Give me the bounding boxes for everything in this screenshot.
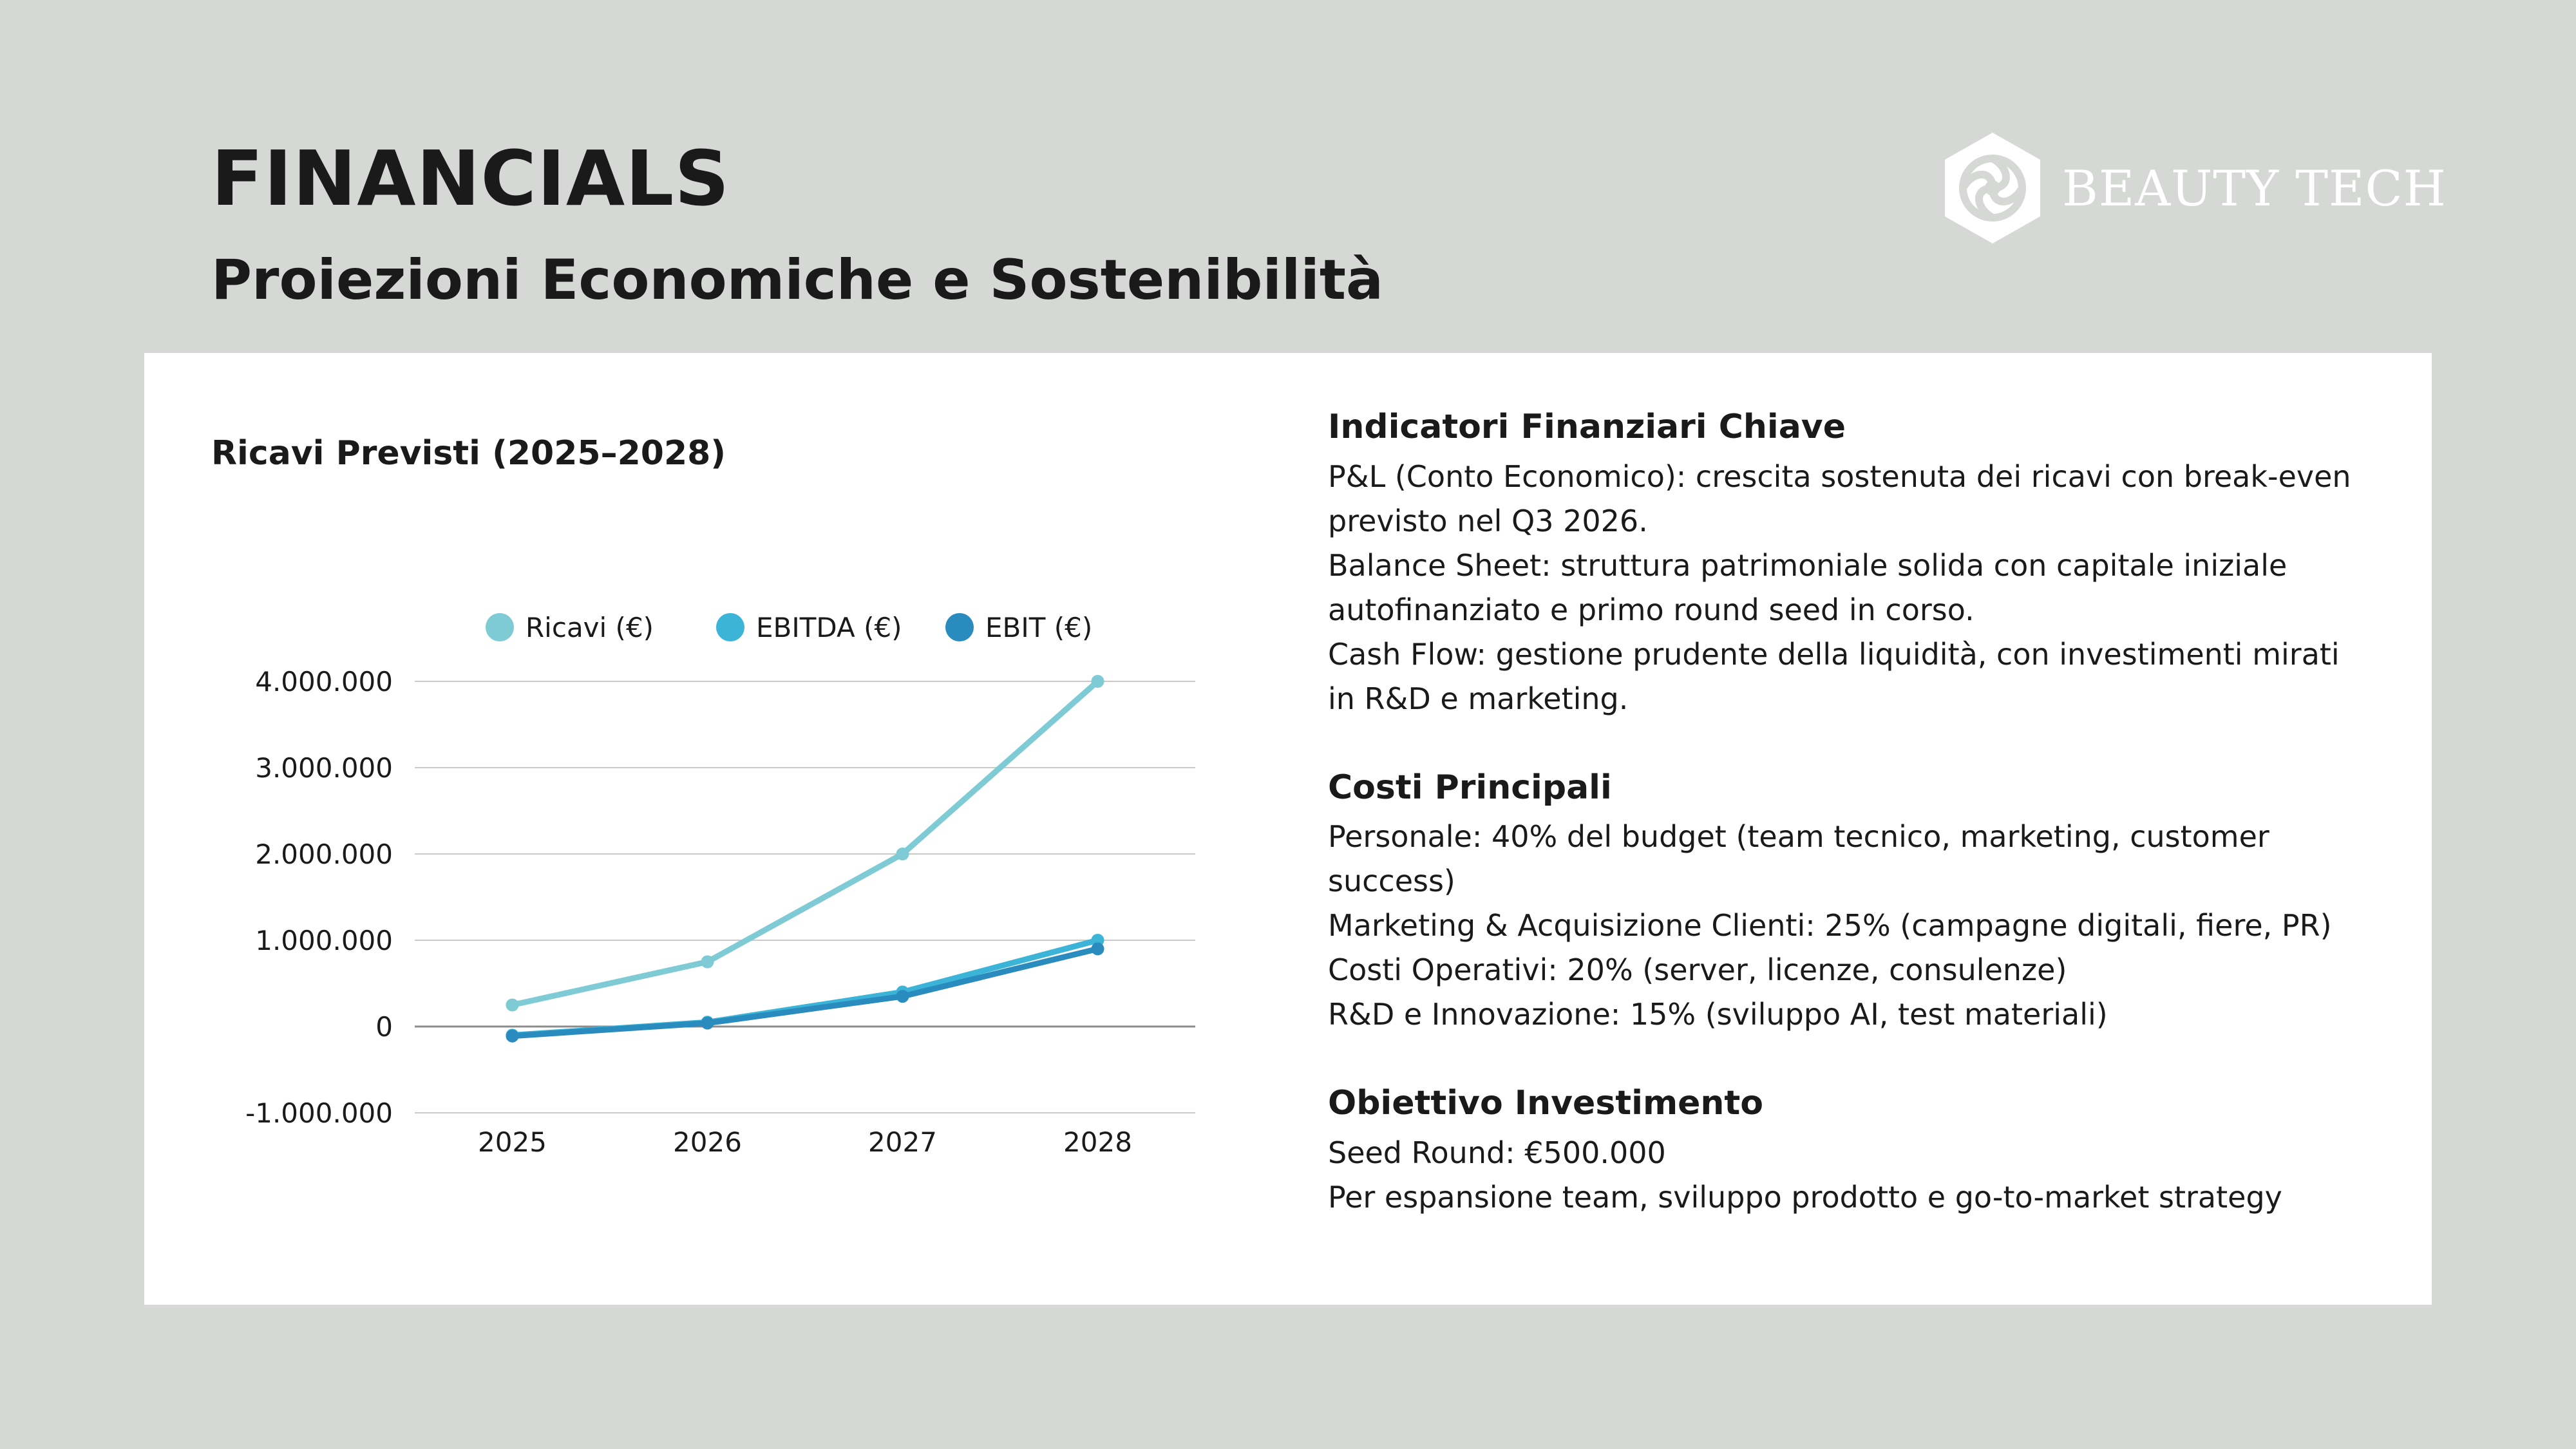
section-investment-goal: Obiettivo Investimento Seed Round: €500.…	[1328, 1082, 2358, 1220]
section-line: Personale: 40% del budget (team tecnico,…	[1328, 819, 2269, 899]
data-point	[701, 1016, 714, 1030]
data-point	[701, 955, 714, 969]
data-point	[896, 990, 909, 1003]
section-heading: Indicatori Finanziari Chiave	[1328, 408, 1846, 446]
section-line: Seed Round: €500.000	[1328, 1135, 1666, 1170]
data-point	[506, 998, 519, 1012]
y-tick-label: 3.000.000	[255, 752, 393, 784]
page-subtitle: Proiezioni Economiche e Sostenibilità	[211, 248, 1384, 312]
data-point	[1091, 942, 1104, 956]
series-line	[509, 678, 1101, 1008]
beauty-tech-hexagon-icon	[1945, 133, 2040, 243]
page-title: FINANCIALS	[211, 134, 730, 223]
y-tick-label: -1.000.000	[245, 1097, 393, 1129]
chart-title: Ricavi Previsti (2025–2028)	[211, 434, 726, 473]
x-tick-label: 2025	[478, 1126, 547, 1158]
section-line: Costi Operativi: 20% (server, licenze, c…	[1328, 952, 2067, 988]
section-line: P&L (Conto Economico): crescita sostenut…	[1328, 459, 2351, 538]
legend-label: EBIT (€)	[985, 612, 1092, 643]
financial-details-panel: Indicatori Finanziari Chiave P&L (Conto …	[1328, 406, 2358, 1265]
section-heading: Costi Principali	[1328, 768, 1612, 807]
section-line: R&D e Innovazione: 15% (sviluppo AI, tes…	[1328, 997, 2108, 1032]
section-key-indicators: Indicatori Finanziari Chiave P&L (Conto …	[1328, 406, 2358, 721]
y-tick-label: 4.000.000	[255, 666, 393, 697]
y-tick-label: 2.000.000	[255, 838, 393, 870]
legend-swatch	[716, 613, 744, 641]
section-line: Cash Flow: gestione prudente della liqui…	[1328, 636, 2340, 716]
y-tick-label: 1.000.000	[255, 925, 393, 956]
y-tick-label: 0	[375, 1011, 393, 1043]
data-point	[506, 1029, 519, 1043]
series-line	[509, 945, 1101, 1039]
section-line: Balance Sheet: struttura patrimoniale so…	[1328, 547, 2287, 627]
x-tick-label: 2026	[673, 1126, 742, 1158]
revenue-line-chart: -1.000.000 0 1.000.000 2.000.000 3.000.000 4.…	[245, 612, 1195, 1158]
section-main-costs: Costi Principali Personale: 40% del budg…	[1328, 766, 2358, 1037]
brand-logo: BEAUTY TECH	[1940, 130, 2494, 246]
section-line: Marketing & Acquisizione Clienti: 25% (c…	[1328, 908, 2332, 943]
section-heading: Obiettivo Investimento	[1328, 1084, 1763, 1123]
legend-swatch	[945, 613, 974, 641]
x-tick-label: 2028	[1063, 1126, 1132, 1158]
legend-label: Ricavi (€)	[526, 612, 654, 643]
data-point	[1091, 675, 1104, 688]
content-card: -1.000.000 0 1.000.000 2.000.000 3.000.000 4.…	[144, 353, 2432, 1305]
section-line: Per espansione team, sviluppo prodotto e…	[1328, 1179, 2282, 1215]
legend-label: EBITDA (€)	[756, 612, 902, 643]
data-point	[896, 848, 909, 860]
legend-swatch	[486, 613, 514, 641]
x-tick-label: 2027	[868, 1126, 937, 1158]
brand-name: BEAUTY TECH	[2062, 159, 2447, 217]
